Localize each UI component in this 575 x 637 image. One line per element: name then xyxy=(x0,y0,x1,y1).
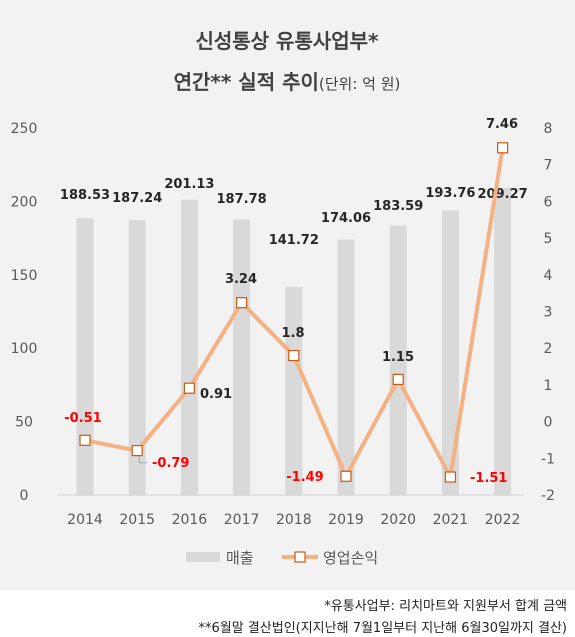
line-data-label: 3.24 xyxy=(225,272,257,287)
line-data-label: -0.51 xyxy=(64,411,101,426)
right-tick-label: 8 xyxy=(544,121,553,137)
line-data-label: 0.91 xyxy=(200,387,232,402)
bar xyxy=(441,210,459,496)
line-marker xyxy=(392,373,404,385)
bar-data-label: 187.24 xyxy=(112,191,162,206)
right-tick-label: 6 xyxy=(544,194,553,210)
right-tick-label: 7 xyxy=(544,158,553,174)
line-marker xyxy=(236,297,248,309)
x-tick-label: 2021 xyxy=(433,512,469,528)
line-marker xyxy=(444,471,456,483)
line-marker xyxy=(340,470,352,482)
right-tick-label: 5 xyxy=(544,231,553,247)
line-data-label: 1.8 xyxy=(281,326,304,341)
legend: 매출 영업손익 xyxy=(186,549,378,567)
x-tick-label: 2017 xyxy=(224,512,260,528)
bar-data-label: 141.72 xyxy=(269,233,319,248)
x-tick-label: 2018 xyxy=(276,512,312,528)
bar xyxy=(76,218,94,495)
footnote-1: *유통사업부: 리치마트와 지원부서 합계 금액 xyxy=(324,599,567,614)
bar-data-label: 188.53 xyxy=(60,188,110,203)
x-tick-label: 2016 xyxy=(172,512,208,528)
line-marker xyxy=(131,444,143,457)
chart-svg: 신성통상 유통사업부* 연간** 실적 추이(단위: 억 원) 05010015… xyxy=(11,29,555,567)
line-data-label: -1.49 xyxy=(286,470,323,485)
right-tick-label: 0 xyxy=(544,415,553,431)
bar xyxy=(180,199,198,496)
left-tick-label: 150 xyxy=(11,268,38,284)
bar xyxy=(389,225,407,496)
right-tick-label: 1 xyxy=(544,378,553,394)
x-tick-label: 2014 xyxy=(67,512,103,528)
chart-title: 신성통상 유통사업부* xyxy=(195,29,379,53)
line-data-label: 1.15 xyxy=(382,350,414,365)
chart-subtitle-unit: (단위: 억 원) xyxy=(319,75,401,93)
chart-subtitle-main: 연간** 실적 추이 xyxy=(174,70,319,94)
legend-bar-label: 매출 xyxy=(226,549,254,567)
bar-data-label: 183.59 xyxy=(373,199,423,214)
x-tick-label: 2015 xyxy=(119,512,155,528)
x-tick-label: 2019 xyxy=(328,512,364,528)
chart-subtitle: 연간** 실적 추이(단위: 억 원) xyxy=(174,70,401,94)
line-series xyxy=(79,142,509,483)
right-tick-label: 4 xyxy=(544,268,553,284)
bar-data-label: 187.78 xyxy=(217,192,267,207)
bar-series xyxy=(76,187,512,496)
bar-data-label: 174.06 xyxy=(321,211,371,226)
left-axis: 0 50 100 150 200 250 xyxy=(11,121,38,504)
x-tick-label: 2022 xyxy=(485,512,521,528)
bar-data-label: 209.27 xyxy=(478,187,528,202)
x-axis: 2014 2015 2016 2017 2018 2019 2020 2021 2022 xyxy=(58,494,524,528)
bar-data-label: 193.76 xyxy=(425,186,475,201)
left-tick-label: 50 xyxy=(15,415,33,431)
bar-data-label: 201.13 xyxy=(164,177,214,192)
right-tick-label: 3 xyxy=(544,305,553,321)
x-tick-label: 2020 xyxy=(380,512,416,528)
right-tick-label: 2 xyxy=(544,341,553,357)
bar xyxy=(337,239,355,495)
legend-line-marker xyxy=(294,551,306,563)
right-axis: -2 -1 0 1 2 3 4 5 6 7 8 xyxy=(541,121,555,504)
line-data-label: -0.79 xyxy=(152,456,189,471)
legend-bar-swatch xyxy=(186,552,220,562)
legend-line-label: 영업손익 xyxy=(323,549,378,567)
bar xyxy=(233,219,251,495)
line-data-label: 7.46 xyxy=(486,117,518,132)
line-labels: -0.51 -0.79 0.91 3.24 1.8 -1.49 1.15 -1.51 7.46 xyxy=(64,117,518,486)
bar xyxy=(494,187,512,496)
left-tick-label: 250 xyxy=(11,121,38,137)
bar xyxy=(285,286,303,495)
label-leader-line xyxy=(138,456,148,464)
bar xyxy=(128,220,146,495)
line-marker xyxy=(497,142,509,154)
line-marker xyxy=(183,382,195,394)
left-tick-label: 100 xyxy=(11,341,38,357)
line-marker xyxy=(288,349,300,362)
line-data-label: -1.51 xyxy=(470,471,507,486)
left-tick-label: 0 xyxy=(20,488,29,504)
right-tick-label: -2 xyxy=(541,488,555,504)
right-tick-label: -1 xyxy=(541,451,555,467)
chart-panel: 신성통상 유통사업부* 연간** 실적 추이(단위: 억 원) 0 50 100 15… xyxy=(0,0,575,590)
left-tick-label: 200 xyxy=(11,194,38,210)
line-marker xyxy=(79,434,91,446)
footnote-2: **6월말 결산법인(지지난해 7월1일부터 지난해 6월30일까지 결산) xyxy=(198,621,567,636)
